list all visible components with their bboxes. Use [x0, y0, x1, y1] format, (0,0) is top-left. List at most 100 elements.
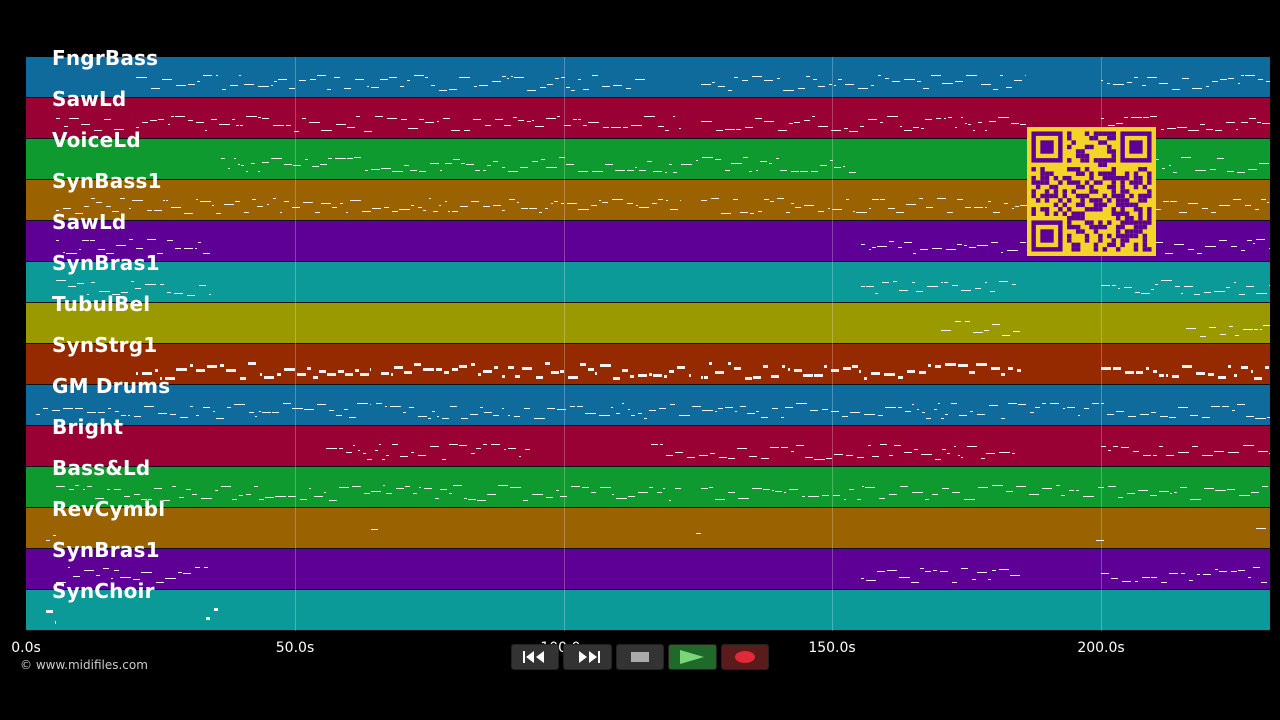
note-streak	[344, 88, 351, 89]
note-streak	[1215, 130, 1222, 131]
note-streak	[1161, 280, 1172, 281]
note-streak	[616, 498, 627, 499]
note-streak	[148, 499, 152, 500]
note-streak	[312, 166, 319, 167]
note-streak	[413, 493, 417, 494]
note-streak	[605, 164, 613, 165]
note-streak	[965, 123, 967, 124]
note-streak	[371, 169, 380, 170]
note-streak	[555, 78, 559, 79]
note-streak	[172, 486, 176, 487]
tick-150: 150.0s	[808, 640, 856, 656]
fast-forward-button[interactable]	[563, 644, 612, 670]
note-streak	[221, 486, 231, 487]
note-streak	[1076, 490, 1079, 491]
note-streak	[103, 568, 109, 569]
note-streak	[215, 490, 218, 491]
note-streak	[926, 207, 933, 208]
note-streak	[1239, 294, 1245, 295]
note-streak	[259, 499, 264, 500]
note-streak	[861, 286, 865, 287]
note-streak	[1206, 86, 1209, 87]
note-streak	[1167, 128, 1176, 129]
note-streak	[811, 171, 818, 172]
note-streak	[978, 122, 982, 123]
note-streak	[1112, 285, 1116, 286]
note-streak	[1202, 417, 1210, 418]
note-streak	[1181, 157, 1191, 158]
note-streak	[340, 203, 343, 204]
note-streak	[203, 253, 210, 254]
note-streak	[199, 285, 206, 286]
note-streak	[702, 157, 713, 158]
stop-button[interactable]	[615, 644, 665, 670]
note-streak	[967, 446, 977, 447]
note-streak	[523, 500, 528, 501]
play-button[interactable]	[668, 644, 717, 670]
note-streak	[1262, 123, 1270, 124]
note-streak	[1241, 250, 1245, 251]
note-streak	[1025, 75, 1026, 76]
note-streak	[502, 167, 505, 168]
note-streak	[828, 208, 830, 209]
rewind-button[interactable]	[511, 644, 560, 670]
note-streak	[345, 373, 353, 376]
record-button[interactable]	[720, 644, 770, 670]
note-streak	[493, 205, 501, 206]
note-streak	[94, 130, 102, 131]
note-streak	[428, 418, 431, 419]
note-streak	[459, 445, 467, 446]
note-streak	[346, 212, 348, 213]
note-streak	[329, 500, 337, 501]
note-streak	[999, 569, 1009, 570]
note-streak	[436, 368, 442, 371]
note-streak	[56, 582, 66, 583]
note-streak	[114, 129, 124, 130]
note-streak	[849, 131, 858, 132]
track-label: SawLd	[52, 87, 127, 111]
note-streak	[1161, 129, 1164, 130]
note-streak	[914, 449, 918, 450]
note-streak	[740, 406, 746, 407]
note-streak	[872, 247, 876, 248]
note-streak	[675, 488, 681, 489]
note-streak	[364, 493, 370, 494]
note-streak	[761, 458, 769, 459]
note-streak	[1134, 77, 1138, 78]
note-streak	[227, 407, 231, 408]
time-gridline	[832, 57, 833, 631]
note-streak	[386, 493, 392, 494]
note-streak	[850, 412, 860, 413]
note-streak	[1208, 373, 1214, 376]
note-streak	[286, 125, 291, 126]
note-streak	[106, 253, 114, 254]
note-streak	[866, 286, 874, 287]
note-streak	[942, 488, 949, 489]
note-streak	[1228, 452, 1239, 453]
note-streak	[869, 208, 871, 209]
note-streak	[961, 117, 963, 118]
note-streak	[136, 248, 143, 249]
note-streak	[1101, 446, 1106, 447]
note-streak	[711, 198, 719, 199]
note-streak	[195, 248, 197, 249]
note-streak	[471, 363, 475, 366]
note-streak	[611, 407, 613, 408]
note-streak	[644, 418, 647, 419]
note-streak	[938, 403, 940, 404]
note-streak	[163, 200, 165, 201]
note-streak	[639, 207, 649, 208]
note-streak	[649, 487, 653, 488]
note-streak	[1116, 123, 1123, 124]
note-streak	[75, 408, 83, 409]
note-streak	[1107, 414, 1114, 415]
note-streak	[205, 130, 207, 131]
note-streak	[917, 81, 921, 82]
note-streak	[665, 130, 669, 131]
note-streak	[424, 488, 432, 489]
note-streak	[795, 207, 801, 208]
note-streak	[1136, 371, 1143, 374]
note-streak	[728, 492, 735, 493]
note-streak	[1237, 172, 1245, 173]
note-streak	[942, 449, 946, 450]
